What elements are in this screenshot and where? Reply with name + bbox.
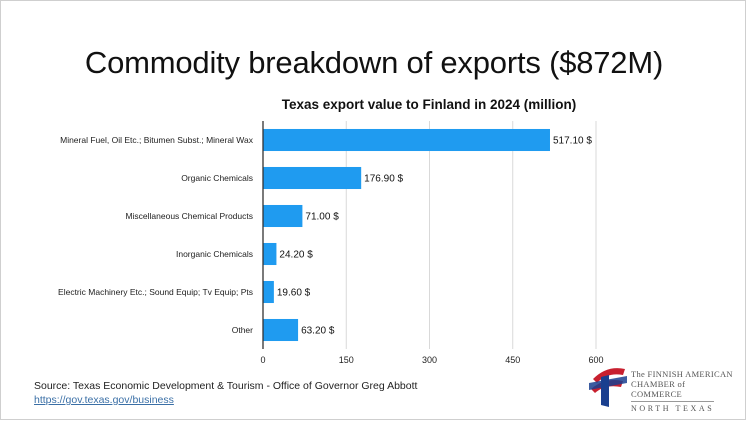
category-label: Inorganic Chemicals: [176, 249, 253, 259]
bar: [263, 166, 362, 190]
logo-line-2: CHAMBER of COMMERCE: [631, 379, 686, 399]
flag-emblem-icon: [589, 368, 627, 407]
data-label: 71.00 $: [305, 212, 339, 223]
x-tick-label: 600: [588, 355, 603, 365]
data-label: 517.10 $: [553, 136, 592, 147]
logo-line-3: NORTH TEXAS: [631, 401, 715, 414]
bar: [263, 128, 550, 152]
chart-title: Texas export value to Finland in 2024 (m…: [282, 97, 577, 112]
category-label: Organic Chemicals: [181, 173, 253, 183]
label-layer: Mineral Fuel, Oil Etc.; Bitumen Subst.; …: [58, 135, 592, 337]
slide-title: Commodity breakdown of exports ($872M): [84, 45, 664, 80]
source-link[interactable]: https://gov.texas.gov/business: [34, 394, 174, 406]
grid-layer: [345, 121, 597, 349]
x-tick-label: 450: [505, 355, 520, 365]
source-text: Source: Texas Economic Development & Tou…: [34, 380, 418, 392]
category-label: Mineral Fuel, Oil Etc.; Bitumen Subst.; …: [60, 135, 254, 145]
x-tick-label: 150: [339, 355, 354, 365]
bar-layer: [263, 128, 550, 342]
logo-text: The FINNISH AMERICAN CHAMBER of COMMERCE…: [631, 369, 737, 414]
bar: [263, 318, 299, 342]
bar: [263, 280, 274, 304]
x-tick-label: 0: [260, 355, 265, 365]
category-label: Miscellaneous Chemical Products: [125, 211, 253, 221]
data-label: 63.20 $: [301, 326, 335, 337]
axis-layer: 0 150 300 450 600: [260, 121, 604, 365]
logo-line-1: The FINNISH AMERICAN: [631, 369, 733, 379]
source-note: Source: Texas Economic Development & Tou…: [34, 379, 417, 407]
bar: [263, 242, 277, 266]
data-label: 19.60 $: [277, 288, 311, 299]
bar: [263, 204, 303, 228]
category-label: Electric Machinery Etc.; Sound Equip; Tv…: [58, 287, 253, 297]
data-label: 24.20 $: [279, 250, 313, 261]
category-label: Other: [232, 325, 253, 335]
x-tick-label: 300: [422, 355, 437, 365]
chamber-logo: The FINNISH AMERICAN CHAMBER of COMMERCE…: [587, 361, 737, 414]
data-label: 176.90 $: [364, 174, 403, 185]
